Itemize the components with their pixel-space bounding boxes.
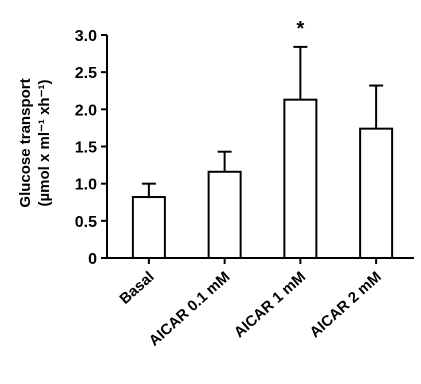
bar bbox=[359, 127, 394, 259]
y-axis-label-line1: Glucose transport bbox=[17, 78, 34, 207]
significance-marker: * bbox=[296, 18, 304, 40]
y-tick-label: 0 bbox=[88, 251, 97, 268]
y-axis-label: Glucose transport (µmol x ml⁻¹ xh⁻¹) bbox=[17, 78, 53, 207]
bars: * bbox=[131, 18, 394, 259]
y-tick-label: 2.5 bbox=[75, 65, 97, 82]
y-tick-label: 0.5 bbox=[75, 214, 97, 231]
x-tick-label: AICAR 0.1 mM bbox=[146, 268, 234, 349]
y-tick-label: 2.0 bbox=[75, 102, 97, 119]
x-tick-label: AICAR 1 mM bbox=[231, 268, 309, 341]
y-tick-label: 1.0 bbox=[75, 177, 97, 194]
bar bbox=[131, 196, 166, 259]
y-tick-label: 1.5 bbox=[75, 140, 97, 157]
x-tick-label: Basal bbox=[116, 268, 157, 307]
y-axis-label-line2: (µmol x ml⁻¹ xh⁻¹) bbox=[36, 80, 53, 207]
y-tick-label: 3.0 bbox=[75, 28, 97, 45]
y-axis: 0 0.5 1.0 1.5 2.0 2.5 3.0 bbox=[75, 28, 108, 268]
x-tick-label: AICAR 2 mM bbox=[307, 268, 385, 341]
bar bbox=[283, 98, 318, 259]
bar bbox=[207, 170, 242, 259]
